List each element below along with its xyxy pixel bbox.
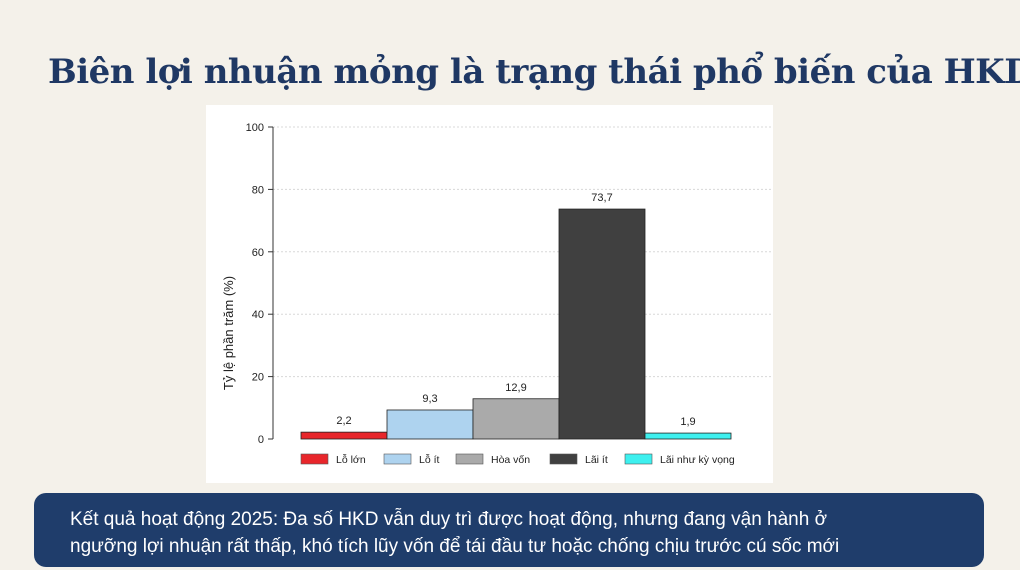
y-tick-label: 60 [252, 247, 264, 259]
legend-swatch [624, 453, 653, 465]
bar-value-label: 73,7 [591, 192, 612, 204]
legend-swatch [383, 453, 412, 465]
bar-value-label: 2,2 [336, 415, 351, 427]
y-tick-label: 0 [258, 434, 264, 446]
legend-label: Lỗ ít [419, 453, 440, 466]
y-tick-label: 100 [246, 122, 264, 134]
bar-chart: 0 20 40 60 80 100 2,2 9,3 12,9 73,7 1,9 Tỷ lệ phầ… [221, 122, 773, 466]
legend-label: Lỗ lớn [336, 453, 366, 466]
slide-title: Biên lợi nhuận mỏng là trạng thái phổ bi… [48, 52, 1020, 92]
bar-1 [300, 431, 388, 440]
bar-value-label: 12,9 [505, 382, 526, 394]
bar-value-label: 9,3 [422, 393, 437, 405]
bar-5 [644, 432, 732, 440]
caption-line-1: Kết quả hoạt động 2025: Đa số HKD vẫn du… [70, 509, 828, 530]
bar-value-label: 1,9 [680, 416, 695, 428]
caption-box: Kết quả hoạt động 2025: Đa số HKD vẫn du… [34, 493, 984, 567]
y-tick-label: 40 [252, 309, 264, 321]
y-tick-label: 20 [252, 372, 264, 384]
y-tick-label: 80 [252, 184, 264, 196]
caption-line-2: ngưỡng lợi nhuận rất thấp, khó tích lũy … [70, 536, 840, 557]
legend-label: Lãi như kỳ vọng [660, 454, 735, 466]
y-axis-label: Tỷ lệ phần trăm (%) [221, 276, 236, 390]
bar-4 [558, 208, 646, 440]
chart-panel: 0 20 40 60 80 100 2,2 9,3 12,9 73,7 1,9 Tỷ lệ phầ… [206, 105, 773, 483]
legend-swatch [455, 453, 484, 465]
legend-swatch [549, 453, 578, 465]
legend-label: Hòa vốn [491, 454, 530, 466]
bar-3 [472, 398, 560, 440]
legend-label: Lãi ít [585, 454, 608, 466]
chart-legend: Lỗ lớn Lỗ ít Hòa vốn Lãi ít Lãi như kỳ vọng [300, 453, 735, 466]
legend-swatch [300, 453, 329, 465]
bar-2 [386, 409, 474, 440]
